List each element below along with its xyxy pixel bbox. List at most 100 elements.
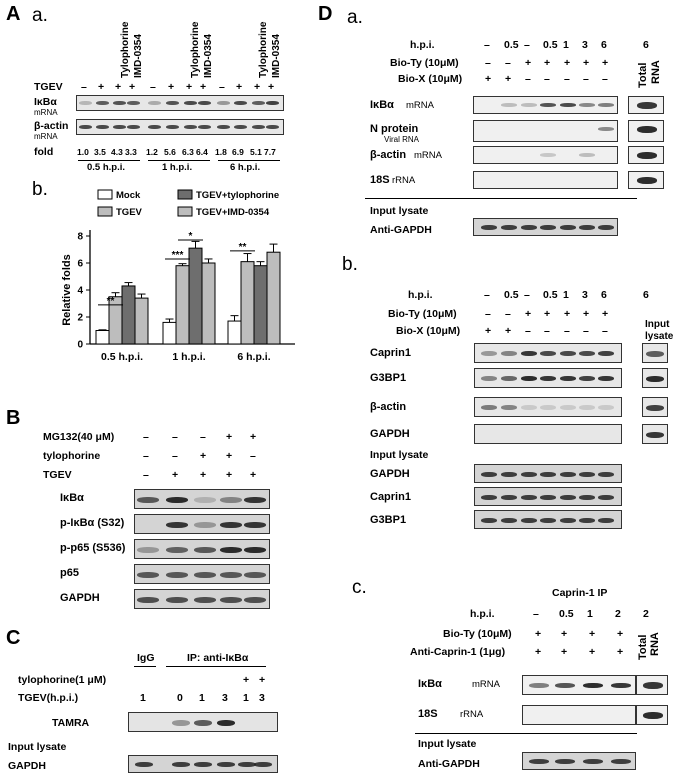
b-band-1-1	[166, 522, 188, 528]
dc-anti-sign-1: +	[561, 646, 568, 658]
bar-1-1	[175, 265, 190, 345]
db-blot-input-gel-3	[642, 424, 668, 444]
dc-anti-label: Anti-GAPDH	[418, 758, 480, 770]
dc-row-1-gel	[522, 705, 636, 725]
b-sign-2-3: +	[226, 469, 233, 481]
db-bioty-3: +	[544, 308, 551, 320]
b-blot-label-0: IκBα	[60, 492, 84, 504]
da-divider	[365, 198, 637, 199]
c-igg-label: IgG	[137, 652, 155, 664]
c-sign-1-3: 3	[222, 692, 228, 704]
b-band-0-2	[194, 497, 216, 503]
db-blot-label-1: G3BP1	[370, 372, 407, 384]
b-band-4-0	[137, 597, 159, 603]
da-gapdh-band-5	[579, 225, 595, 230]
db-bioty-4: +	[564, 308, 571, 320]
b-blot-label-2: p-p65 (S536)	[60, 542, 126, 554]
b-sign-2-0: –	[143, 469, 149, 481]
db-band-0-1	[501, 351, 517, 356]
da-gapdh-gel	[473, 218, 618, 236]
aa-ikba-band-10	[252, 101, 265, 105]
db-input-band-3	[646, 432, 664, 438]
subpanel-label-aa: a.	[32, 5, 48, 26]
aa-time-2: 1 h.p.i.	[162, 162, 193, 173]
sig-star-3: **	[239, 242, 247, 253]
da-row-1-gel	[473, 120, 618, 142]
da-row-1-sub: Viral RNA	[384, 135, 419, 144]
db-band-2-5	[579, 405, 595, 410]
db-input-band-1-6	[598, 495, 614, 500]
db-band-0-0	[481, 351, 497, 356]
aa-fold-3: 3.3	[125, 147, 137, 157]
da-hpi-label: h.p.i.	[410, 39, 435, 51]
db-band-0-3	[540, 351, 556, 356]
db-biox-6: –	[602, 325, 608, 337]
bar-0-0	[95, 330, 110, 345]
db-band-1-1	[501, 376, 517, 381]
db-input-band-0-4	[560, 472, 576, 477]
c-ip-line	[166, 666, 266, 667]
legend-swatch-2	[177, 189, 193, 200]
b-blot-gel-1	[134, 514, 270, 534]
bar-0-2	[227, 320, 242, 345]
c-gapdh-band-2	[194, 762, 212, 767]
db-hpi-7: 6	[643, 289, 649, 301]
dc-rna-label: RNA	[649, 632, 661, 656]
aa-ikba-mrna: mRNA	[34, 108, 58, 117]
c-gapdh-band-0	[135, 762, 153, 767]
db-input-gel-0	[474, 464, 622, 483]
da-hpi-4: 1	[563, 39, 569, 51]
db-input-gel-1	[474, 487, 622, 506]
da-row-3-label: 18S	[370, 174, 390, 186]
aa-bactin-band-0	[79, 125, 92, 129]
b-band-4-4	[244, 597, 266, 603]
b-band-1-2	[194, 522, 216, 528]
b-sign-0-0: –	[143, 431, 149, 443]
aa-fold-6: 6.3	[182, 147, 194, 157]
sig-star-2: *	[189, 231, 193, 242]
c-tamra-band-2	[217, 720, 235, 726]
da-row-0-sub: mRNA	[406, 100, 434, 111]
da-hpi-6: 6	[601, 39, 607, 51]
db-input-band-2-3	[540, 518, 556, 523]
da-band-0-1	[501, 103, 517, 107]
b-band-3-1	[166, 572, 188, 578]
c-gapdh-band-4	[238, 762, 256, 767]
x-label-1: 1 h.p.i.	[172, 351, 205, 363]
c-input-label: Input lysate	[8, 741, 67, 753]
da-band-2-5	[579, 153, 595, 157]
label-tylophorine-3: Tylophorine	[258, 21, 269, 78]
dc-bioty-sign-0: +	[535, 628, 542, 640]
c-gapdh-band-1	[172, 762, 190, 767]
b-sign-1-3: +	[226, 450, 233, 462]
aa-time-line-3	[218, 160, 280, 161]
db-band-0-4	[560, 351, 576, 356]
aa-bactin-band-3	[127, 125, 140, 129]
aa-sign-11: +	[268, 81, 275, 93]
db-band-1-4	[560, 376, 576, 381]
aa-sign-2: +	[115, 81, 122, 93]
dc-divider	[415, 733, 637, 734]
db-input-band-0	[646, 351, 664, 357]
aa-time-1: 0.5 h.p.i.	[87, 162, 126, 173]
legend-label-2: TGEV+tylophorine	[196, 190, 279, 201]
aa-fold-0: 1.0	[77, 147, 89, 157]
db-input-band-1	[646, 376, 664, 382]
dc-band-0-1	[555, 683, 575, 688]
aa-ikba-gel	[76, 95, 284, 111]
b-band-0-1	[166, 497, 188, 503]
da-gapdh-band-4	[560, 225, 576, 230]
dc-hpi-2: 1	[587, 608, 593, 620]
db-biox-3: –	[544, 325, 550, 337]
c-sign-1-4: 1	[243, 692, 249, 704]
da-band-2-3	[540, 153, 556, 157]
c-gapdh-band-5	[254, 762, 272, 767]
da-bioty-label: Bio-Ty (10μM)	[390, 57, 459, 69]
b-blot-label-3: p65	[60, 567, 79, 579]
dc-band-0-3	[611, 683, 631, 688]
aa-tgev-label: TGEV	[34, 81, 63, 93]
aa-ikba-band-7	[198, 101, 211, 105]
db-blot-input-gel-0	[642, 343, 668, 363]
aa-fold-11: 7.7	[264, 147, 276, 157]
da-band-1-6	[598, 127, 614, 131]
